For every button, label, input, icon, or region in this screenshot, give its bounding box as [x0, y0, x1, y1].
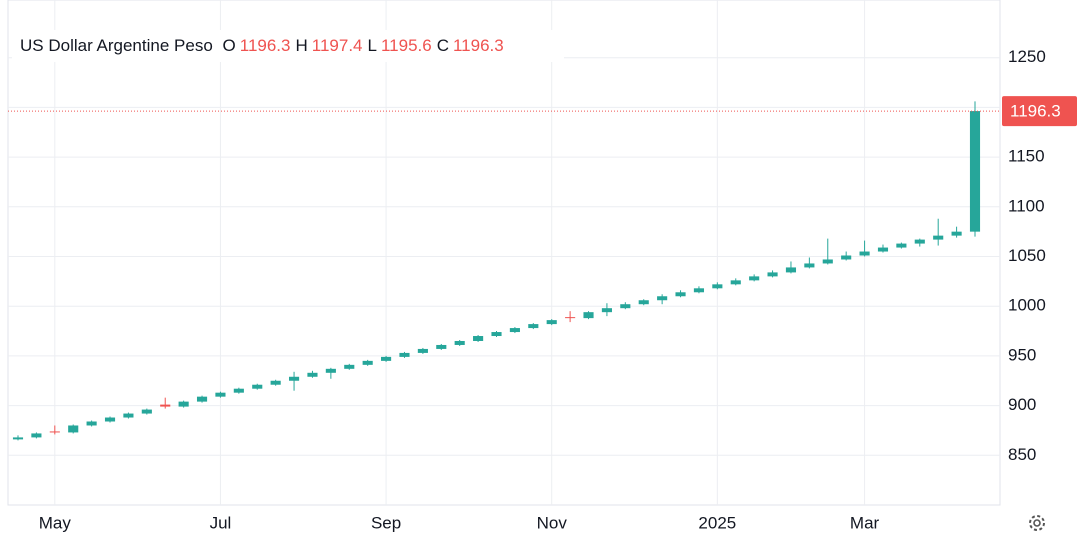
x-tick-label: Mar [850, 513, 880, 532]
gear-inner [1033, 519, 1041, 527]
x-tick-label: May [39, 513, 72, 532]
candle-body [123, 413, 134, 418]
candle-body [841, 255, 852, 260]
candle-body [288, 376, 300, 381]
candle-body [638, 300, 649, 305]
legend-ohlc-value: 1197.4 [312, 36, 363, 55]
legend-ohlc-value: 1196.3 [453, 36, 504, 55]
candle-body [528, 324, 539, 329]
y-tick-label: 850 [1008, 445, 1036, 464]
candle-body [160, 404, 171, 407]
candle-body [675, 292, 686, 297]
candle-body [252, 384, 263, 389]
candle-body [969, 111, 981, 232]
candle-body [473, 336, 484, 341]
candle-body [767, 272, 778, 277]
candle-body [31, 433, 42, 438]
legend-ohlc-label: C [437, 36, 449, 55]
candle-body [583, 312, 594, 319]
candle-body [49, 431, 60, 433]
plot-border [7, 0, 1001, 506]
candle-body [620, 304, 631, 309]
y-tick-label: 1150 [1008, 147, 1045, 166]
gear-outer [1029, 515, 1045, 531]
grid [8, 0, 1000, 505]
candle-body [141, 409, 152, 414]
candle-body [951, 231, 962, 236]
y-tick-label: 1050 [1008, 246, 1046, 265]
candle-body [491, 332, 502, 337]
candle-body [712, 284, 723, 289]
candle-body [877, 247, 889, 252]
candle-body [436, 344, 447, 349]
legend-ohlc-label: L [368, 36, 377, 55]
candle-body [914, 239, 925, 244]
candle-body [601, 308, 612, 313]
candle-body [730, 280, 741, 285]
x-tick-label: Nov [537, 513, 568, 532]
legend-title: US Dollar Argentine Peso [20, 36, 213, 55]
legend-box [12, 30, 564, 62]
candle-body [215, 392, 226, 397]
candle-body [565, 317, 576, 319]
y-tick-label: 950 [1008, 345, 1036, 364]
candle-body [859, 251, 870, 256]
candle-body [381, 356, 392, 361]
candle-body [693, 288, 705, 293]
candle-body [178, 401, 189, 407]
x-tick-label: 2025 [698, 513, 736, 532]
y-tick-label: 900 [1008, 395, 1036, 414]
candle-body [86, 421, 97, 426]
x-tick-label: Jul [210, 513, 232, 532]
y-tick-label: 1100 [1008, 196, 1045, 215]
candle-body [417, 348, 428, 353]
candle-body [325, 368, 336, 373]
candle-body [785, 267, 797, 273]
x-tick-label: Sep [371, 513, 401, 532]
candle-body [399, 352, 410, 357]
candles [12, 101, 981, 441]
candle-body [749, 276, 760, 281]
candle-body [104, 417, 116, 422]
candle-body [196, 396, 208, 402]
candle-body [509, 328, 520, 333]
y-tick-label: 1000 [1008, 296, 1046, 315]
candle-body [933, 235, 944, 240]
candle-body [546, 320, 557, 325]
legend-ohlc-value: 1196.3 [240, 36, 291, 55]
last-price-tag [1002, 96, 1077, 127]
candle-body [362, 360, 373, 365]
candle-body [307, 372, 318, 377]
candle-body [270, 380, 281, 385]
legend-ohlc-label: O [223, 36, 236, 55]
candle-body [344, 364, 355, 369]
candle-body [12, 437, 24, 440]
candle-body [822, 259, 833, 264]
candle-body [804, 263, 815, 268]
last-price-label: 1196.3 [1010, 102, 1061, 121]
y-tick-label: 1250 [1008, 47, 1046, 66]
legend-ohlc-label: H [295, 36, 307, 55]
candle-body [657, 296, 668, 301]
legend: US Dollar Argentine Peso O 1196.3 H 1197.4 L… [20, 36, 504, 55]
settings-icon[interactable] [1029, 515, 1045, 531]
legend-ohlc-value: 1195.6 [381, 36, 432, 55]
candle-body [68, 425, 79, 433]
candle-body [896, 243, 907, 248]
candle-body [233, 388, 244, 393]
candle-body [454, 340, 465, 345]
